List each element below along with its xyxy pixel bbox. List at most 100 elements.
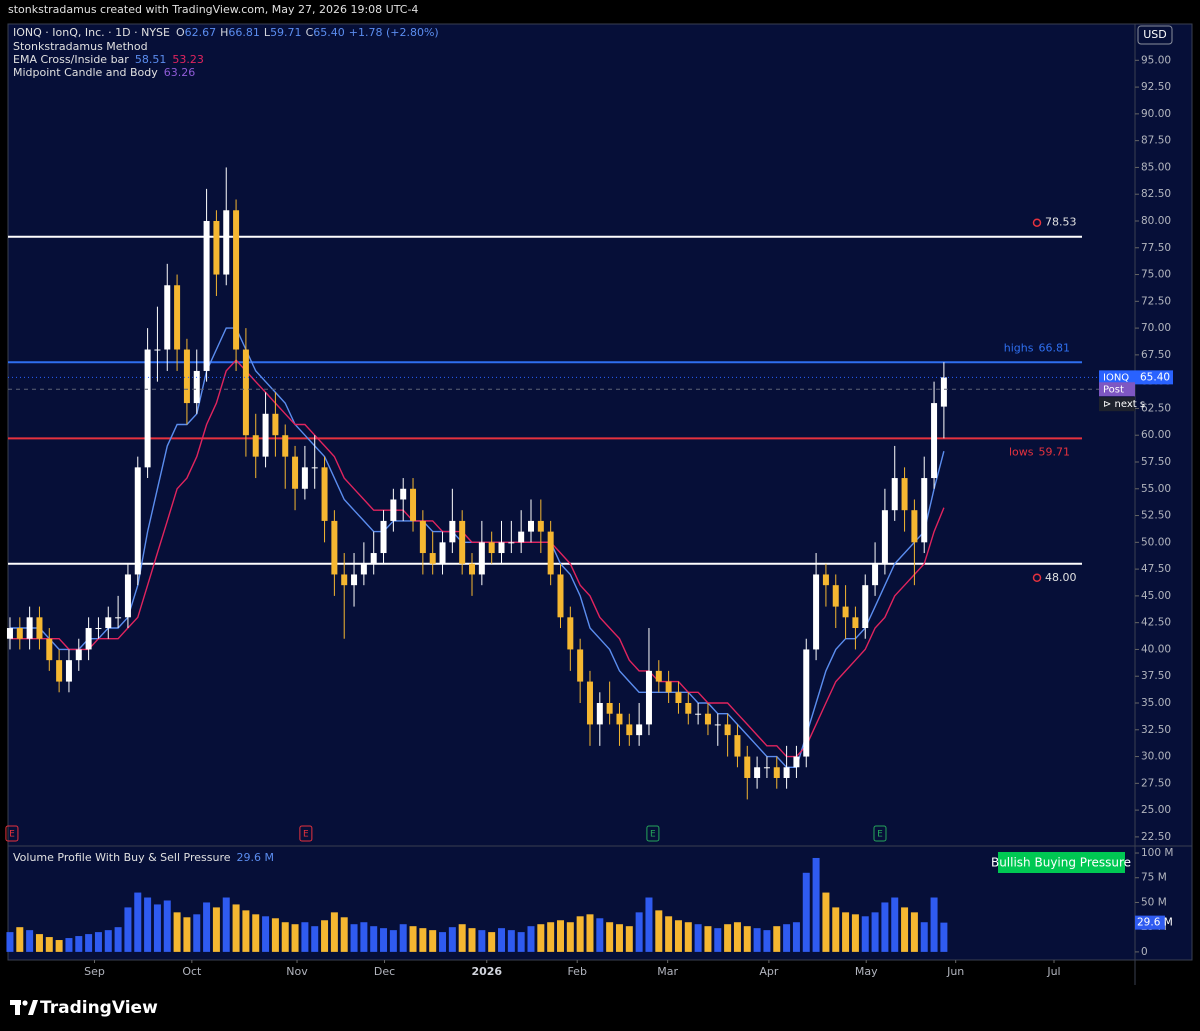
badge-tag: Post (1103, 384, 1124, 395)
ema-line (10, 359, 945, 758)
candle-body (596, 703, 603, 725)
candle-body (419, 520, 426, 554)
volume-bar (35, 934, 43, 952)
level-label: highs 66.81 (1004, 341, 1070, 354)
candle-body (360, 563, 367, 575)
volume-bar (802, 872, 810, 952)
volume-bar (488, 932, 496, 952)
volume-bar (458, 924, 466, 952)
volume-bar (566, 922, 574, 952)
volume-bar (871, 912, 879, 952)
candle-body (714, 724, 721, 726)
y-tick-label: 92.50 (1141, 81, 1171, 93)
candle-body (626, 724, 633, 736)
candle-body (518, 531, 525, 543)
y-tick-label: 70.00 (1141, 322, 1171, 334)
y-tick-label: 22.50 (1141, 831, 1171, 843)
candle-body (469, 563, 476, 575)
y-tick-label: 30.00 (1141, 751, 1171, 763)
volume-bar (714, 928, 722, 952)
volume-bar (478, 930, 486, 952)
volume-bar (212, 907, 220, 952)
badge-tag-box (1099, 397, 1135, 412)
badge-tag-box (1099, 370, 1135, 385)
volume-bar (144, 897, 152, 952)
candle-body (164, 285, 171, 350)
x-tick-label: Jul (1046, 965, 1060, 978)
candle-body (115, 617, 122, 619)
x-tick-label: Feb (567, 965, 586, 978)
earnings-label: E (650, 830, 656, 840)
volume-bar (684, 922, 692, 952)
candle-body (311, 467, 318, 469)
candle-body (144, 349, 151, 468)
candle-body (124, 574, 131, 618)
header: stonkstradamus created with TradingView.… (8, 3, 418, 16)
y-tick-label: 72.50 (1141, 295, 1171, 307)
volume-bar (665, 916, 673, 952)
badge-tag: IONQ (1103, 372, 1129, 383)
candle-body (498, 542, 505, 554)
candle-body (803, 649, 810, 757)
volume-bar (45, 937, 53, 952)
candle-body (321, 467, 328, 521)
candle-body (174, 285, 181, 350)
volume-bar (507, 930, 515, 952)
candle-body (154, 349, 161, 351)
volume-bar (832, 907, 840, 952)
symbol: IONQ · IonQ, Inc. · 1D · NYSE (13, 26, 170, 39)
volume-bar (301, 922, 309, 952)
volume-bar (645, 897, 653, 952)
candle-body (872, 563, 879, 586)
y-tick-label: 57.50 (1141, 456, 1171, 468)
volume-bar (134, 892, 142, 952)
candle-body (665, 681, 672, 693)
badge-value: 65.40 (1140, 371, 1170, 383)
volume-bar (262, 916, 270, 952)
y-tick-label: 85.00 (1141, 161, 1171, 173)
badge-value-box (1135, 370, 1173, 385)
volume-bar (340, 917, 348, 952)
volume-bar (842, 912, 850, 952)
volume-bar (380, 928, 388, 952)
volume-bar (861, 916, 869, 952)
volume-bar (6, 932, 14, 952)
candle-body (65, 660, 72, 682)
candle-body (331, 520, 338, 575)
level-label: 78.53 (1045, 216, 1077, 229)
candle-body (881, 510, 888, 564)
logo-shape (15, 1000, 20, 1015)
y-tick-label: 0 (1141, 946, 1148, 958)
currency-box (1137, 25, 1173, 45)
candle-body (282, 435, 289, 457)
candle-body (724, 724, 731, 736)
volume-bar (615, 924, 623, 952)
volume-bar (104, 930, 112, 952)
volume-bar (399, 924, 407, 952)
volume-bar (940, 922, 948, 952)
candle-body (557, 574, 564, 618)
volume-bar (360, 922, 368, 952)
indicator-value: 58.51 (135, 53, 167, 66)
earnings-marker (299, 825, 313, 842)
candle-body (488, 542, 495, 554)
y-tick-label: 90.00 (1141, 108, 1171, 120)
volume-bar (586, 914, 594, 952)
indicator-value: 63.26 (164, 66, 196, 79)
volume-badge-label: 29.6 M (1137, 917, 1173, 929)
badge-tag: ⊳ next s (1103, 399, 1145, 410)
earnings-marker (873, 825, 887, 842)
volume-bar (733, 922, 741, 952)
candle-body (606, 703, 613, 714)
level-value: 59.71 (1039, 445, 1071, 458)
y-tick-label: 45.00 (1141, 590, 1171, 602)
annotation-box (998, 852, 1125, 873)
candle-body (675, 692, 682, 704)
brand: TradingView (40, 998, 158, 1018)
candle-body (380, 520, 387, 554)
candle-body (763, 767, 770, 769)
y-tick-label: 25.00 (1141, 804, 1171, 816)
volume-bar (773, 926, 781, 952)
candle-body (537, 520, 544, 532)
candle-body (891, 478, 898, 511)
